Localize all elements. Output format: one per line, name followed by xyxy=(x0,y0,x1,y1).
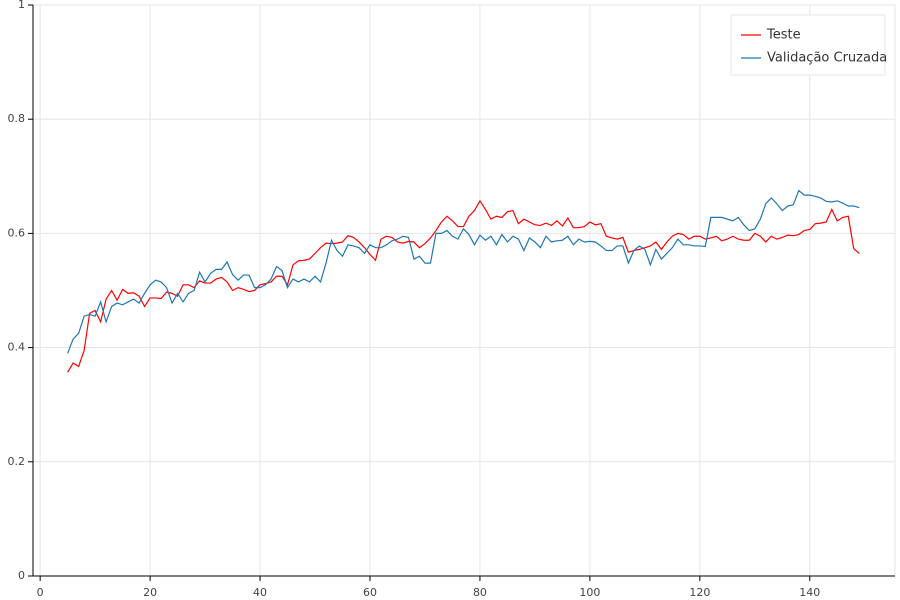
x-tick-label: 60 xyxy=(363,586,377,599)
x-tick-label: 80 xyxy=(473,586,487,599)
y-tick-label: 0.2 xyxy=(8,455,26,468)
y-tick-label: 0.4 xyxy=(8,341,26,354)
x-tick-label: 140 xyxy=(799,586,820,599)
x-tick-label: 40 xyxy=(253,586,267,599)
y-tick-label: 0.6 xyxy=(8,226,26,239)
x-tick-label: 100 xyxy=(579,586,600,599)
y-tick-label: 0 xyxy=(18,569,25,582)
legend-label: Validação Cruzada xyxy=(767,51,887,66)
legend-label: Teste xyxy=(766,28,801,43)
x-tick-label: 20 xyxy=(143,586,157,599)
plot-area xyxy=(32,4,896,577)
legend: Teste Validação Cruzada xyxy=(730,14,887,76)
x-tick-label: 120 xyxy=(689,586,710,599)
x-tick-label: 0 xyxy=(37,586,44,599)
series-line xyxy=(67,199,860,373)
y-tick-label: 1 xyxy=(18,0,25,11)
series-line xyxy=(67,189,860,354)
y-tick-label: 0.8 xyxy=(8,112,26,125)
legend-box xyxy=(730,14,886,76)
